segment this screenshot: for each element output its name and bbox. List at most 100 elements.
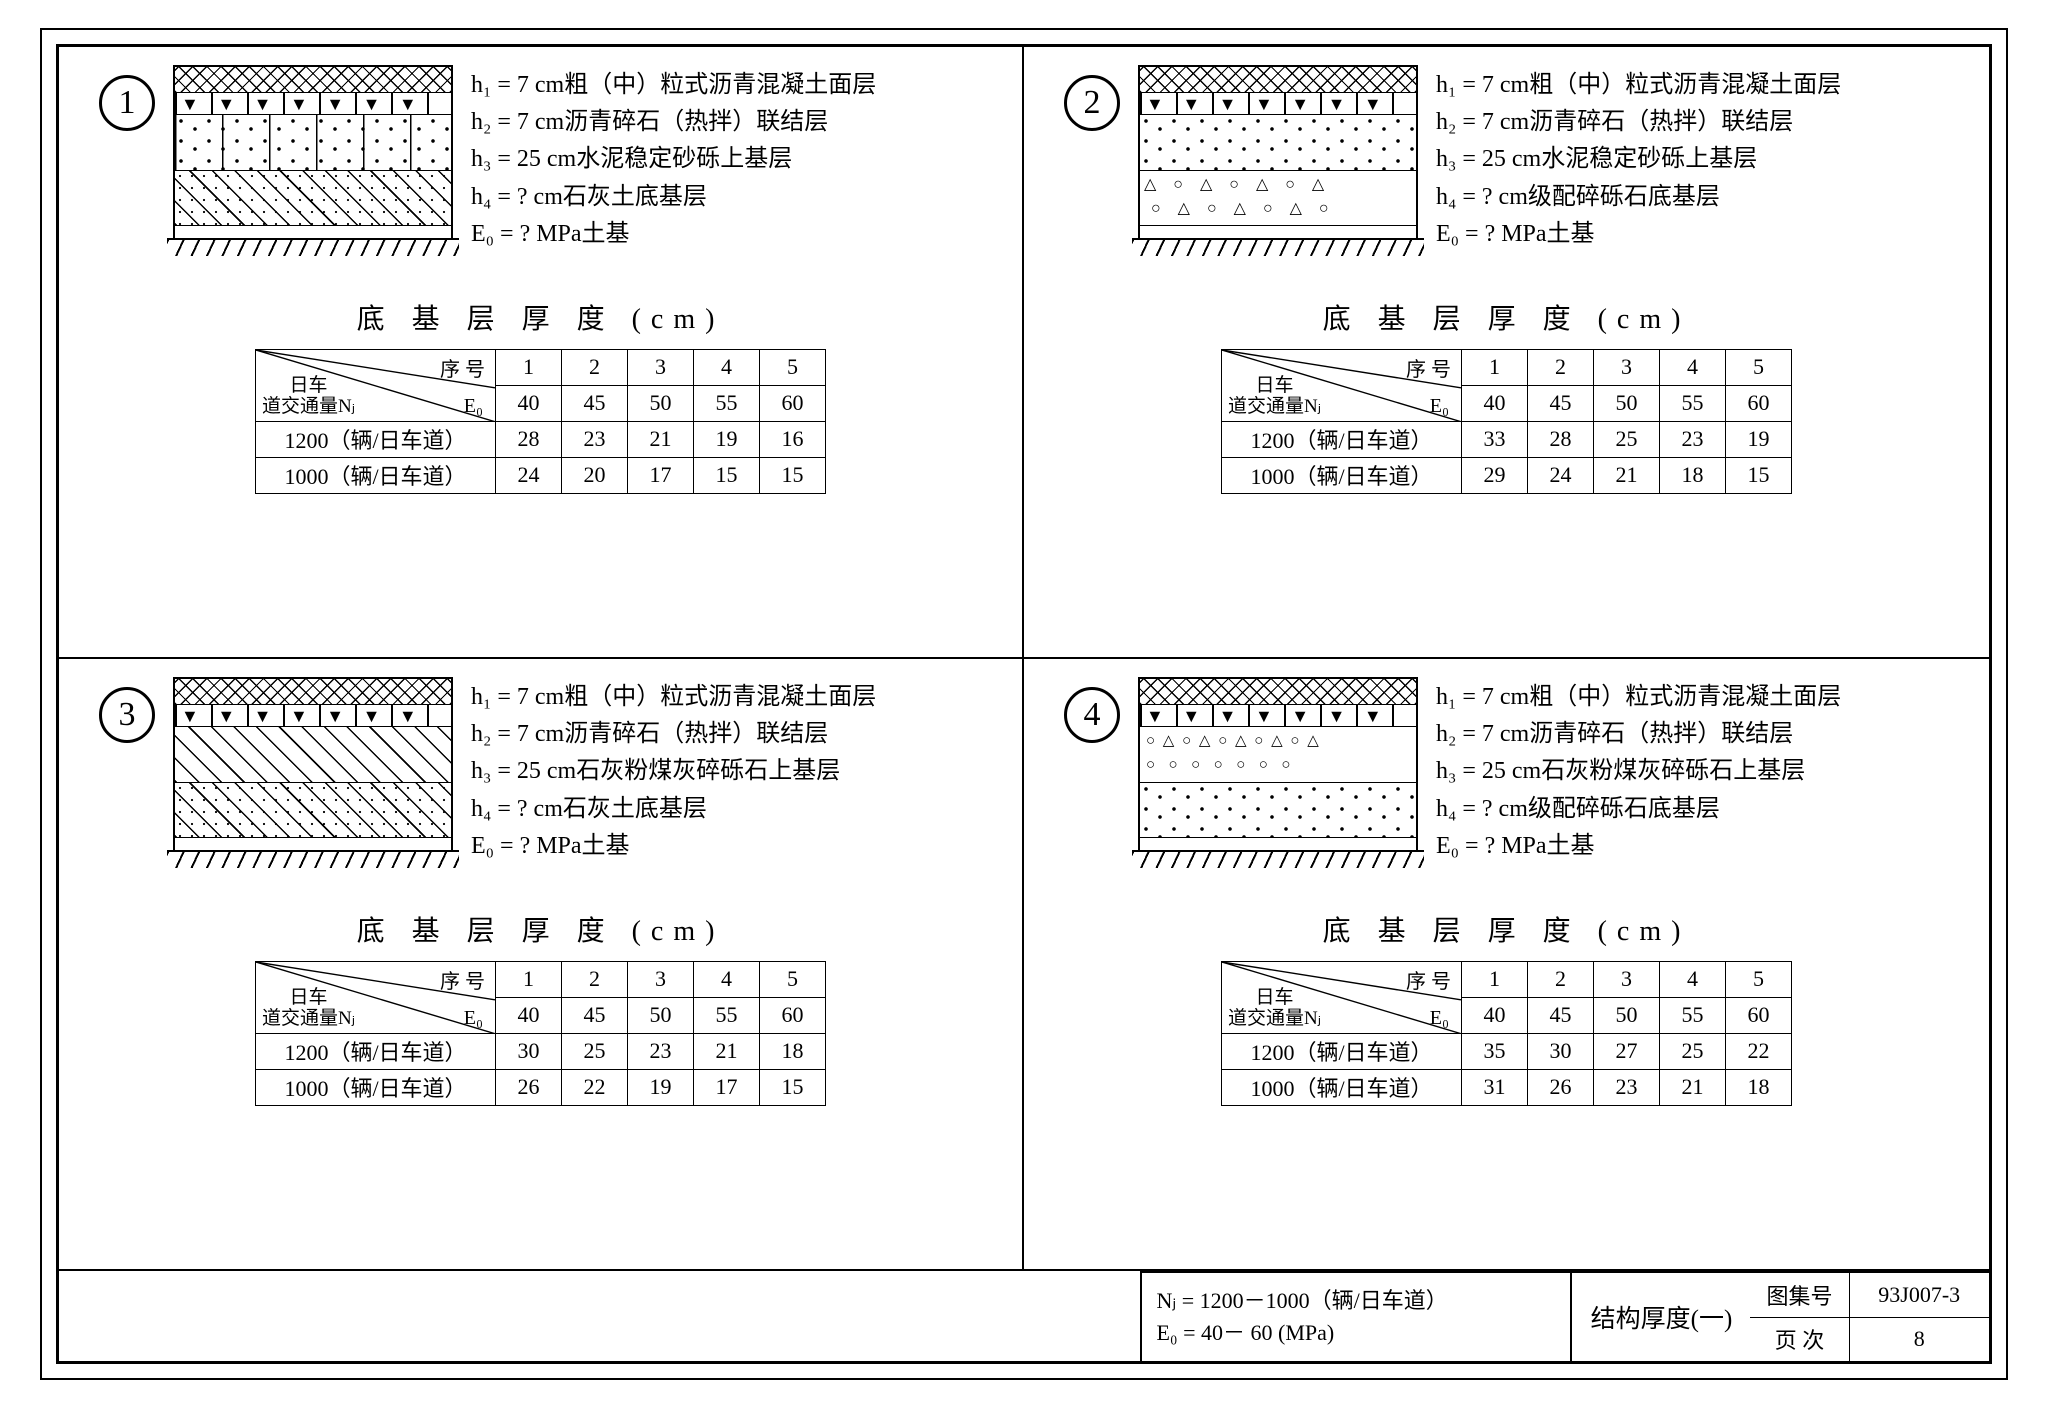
col-e0: 50 [1594, 385, 1660, 421]
table-title: 底 基 层 厚 度 (cm) [99, 909, 982, 949]
col-e0: 50 [628, 997, 694, 1033]
col-e0: 45 [562, 997, 628, 1033]
seq-label: 序 号 [440, 353, 485, 382]
table-row: 1200（辆/日车道）3530272522 [1222, 1033, 1792, 1069]
col-seq: 3 [1594, 961, 1660, 997]
spec-line: h₂ = 7 cm沥青碎石（热拌）联结层 [1436, 104, 1841, 141]
table-row: 1000（辆/日车道）3126232118 [1222, 1069, 1792, 1105]
section-badge: 4 [1064, 687, 1120, 743]
cell-value: 30 [1528, 1033, 1594, 1069]
page-value: 8 [1849, 1317, 1989, 1361]
spec-line: h₂ = 7 cm沥青碎石（热拌）联结层 [471, 716, 876, 753]
col-seq: 5 [1726, 961, 1792, 997]
col-e0: 55 [1660, 997, 1726, 1033]
col-e0: 50 [628, 385, 694, 421]
table-row: 1000（辆/日车道）2622191715 [256, 1069, 826, 1105]
stratum-layer [1140, 171, 1416, 226]
quadrant-1: 1▼ ▼ ▼ ▼ ▼ ▼ ▼h₁ = 7 cm粗（中）粒式沥青混凝土面层h₂ =… [59, 47, 1024, 659]
footer-title: 结构厚度(一) [1591, 1299, 1733, 1335]
section-badge: 2 [1064, 75, 1120, 131]
cell-value: 23 [628, 1033, 694, 1069]
table-row: 1200（辆/日车道）2823211916 [256, 421, 826, 457]
spec-line: h₄ = ? cm级配碎砾石底基层 [1436, 179, 1841, 216]
col-e0: 45 [1528, 997, 1594, 1033]
cell-value: 29 [1462, 457, 1528, 493]
stratum-layer: ▼ ▼ ▼ ▼ ▼ ▼ ▼ [1140, 705, 1416, 727]
cell-value: 24 [1528, 457, 1594, 493]
col-seq: 2 [1528, 349, 1594, 385]
stratum-layer [1140, 115, 1416, 171]
col-e0: 40 [496, 385, 562, 421]
quadrant-2: 2 ▼ ▼ ▼ ▼ ▼ ▼ ▼ h₁ = 7 cm粗（中）粒式沥青混凝土面层h₂ =… [1024, 47, 1989, 659]
cell-value: 15 [694, 457, 760, 493]
spec-line: h₁ = 7 cm粗（中）粒式沥青混凝土面层 [1436, 67, 1841, 104]
col-e0: 60 [1726, 385, 1792, 421]
col-e0: 40 [496, 997, 562, 1033]
stratum-layer [175, 115, 451, 171]
traffic-label: 日车道交通量Nⱼ [262, 376, 355, 418]
cell-value: 15 [760, 1069, 826, 1105]
stratum-layer [1140, 783, 1416, 838]
spec-line: h₂ = 7 cm沥青碎石（热拌）联结层 [1436, 716, 1841, 753]
stratum-layer [1140, 727, 1416, 783]
table-title: 底 基 层 厚 度 (cm) [1064, 297, 1949, 337]
diagonal-header-cell: 序 号E₀日车道交通量Nⱼ [1222, 349, 1462, 421]
col-e0: 50 [1594, 997, 1660, 1033]
layer-diagram: ▼ ▼ ▼ ▼ ▼ ▼ ▼ [173, 677, 453, 852]
layer-diagram: ▼ ▼ ▼ ▼ ▼ ▼ ▼ [1138, 677, 1418, 852]
col-e0: 55 [1660, 385, 1726, 421]
spec-line: h₁ = 7 cm粗（中）粒式沥青混凝土面层 [1436, 679, 1841, 716]
row-label: 1200（辆/日车道） [256, 421, 496, 457]
col-e0: 55 [694, 997, 760, 1033]
cell-value: 30 [496, 1033, 562, 1069]
spec-line: E₀ = ? MPa土基 [471, 828, 876, 865]
cell-value: 28 [496, 421, 562, 457]
col-e0: 40 [1462, 997, 1528, 1033]
col-seq: 4 [1660, 349, 1726, 385]
row-label: 1000（辆/日车道） [1222, 457, 1462, 493]
layer-diagram: ▼ ▼ ▼ ▼ ▼ ▼ ▼ [173, 65, 453, 240]
spec-line: h₁ = 7 cm粗（中）粒式沥青混凝土面层 [471, 679, 876, 716]
row-label: 1000（辆/日车道） [1222, 1069, 1462, 1105]
row-label: 1000（辆/日车道） [256, 457, 496, 493]
cell-value: 18 [1660, 457, 1726, 493]
spec-line: h₄ = ? cm石灰土底基层 [471, 791, 876, 828]
cell-value: 23 [1594, 1069, 1660, 1105]
cell-value: 19 [628, 1069, 694, 1105]
seq-label: 序 号 [1406, 965, 1451, 994]
set-label: 图集号 [1750, 1273, 1849, 1317]
col-seq: 1 [496, 961, 562, 997]
col-e0: 60 [1726, 997, 1792, 1033]
spec-line: h₁ = 7 cm粗（中）粒式沥青混凝土面层 [471, 67, 876, 104]
stratum-layer: ▼ ▼ ▼ ▼ ▼ ▼ ▼ [1140, 93, 1416, 115]
cell-value: 21 [1660, 1069, 1726, 1105]
stratum-layer [175, 171, 451, 226]
layer-diagram: ▼ ▼ ▼ ▼ ▼ ▼ ▼ [1138, 65, 1418, 240]
col-seq: 4 [694, 961, 760, 997]
cell-value: 17 [628, 457, 694, 493]
diagonal-header-cell: 序 号E₀日车道交通量Nⱼ [1222, 961, 1462, 1033]
col-seq: 2 [562, 349, 628, 385]
col-seq: 5 [760, 961, 826, 997]
spec-line: h₂ = 7 cm沥青碎石（热拌）联结层 [471, 104, 876, 141]
col-seq: 4 [694, 349, 760, 385]
stratum-layer [175, 727, 451, 783]
stratum-layer [175, 67, 451, 93]
cell-value: 20 [562, 457, 628, 493]
spec-line: E₀ = ? MPa土基 [1436, 828, 1841, 865]
cell-value: 18 [1726, 1069, 1792, 1105]
ground-hatch [167, 850, 459, 868]
cell-value: 21 [628, 421, 694, 457]
table-title: 底 基 层 厚 度 (cm) [1064, 909, 1949, 949]
e0-label: E₀ [464, 1007, 483, 1030]
cell-value: 26 [496, 1069, 562, 1105]
cell-value: 25 [1594, 421, 1660, 457]
stratum-layer: ▼ ▼ ▼ ▼ ▼ ▼ ▼ [175, 93, 451, 115]
cell-value: 23 [562, 421, 628, 457]
col-seq: 1 [1462, 961, 1528, 997]
e0-label: E₀ [1430, 395, 1449, 418]
e0-label: E₀ [464, 395, 483, 418]
col-e0: 40 [1462, 385, 1528, 421]
cell-value: 18 [760, 1033, 826, 1069]
col-seq: 3 [1594, 349, 1660, 385]
